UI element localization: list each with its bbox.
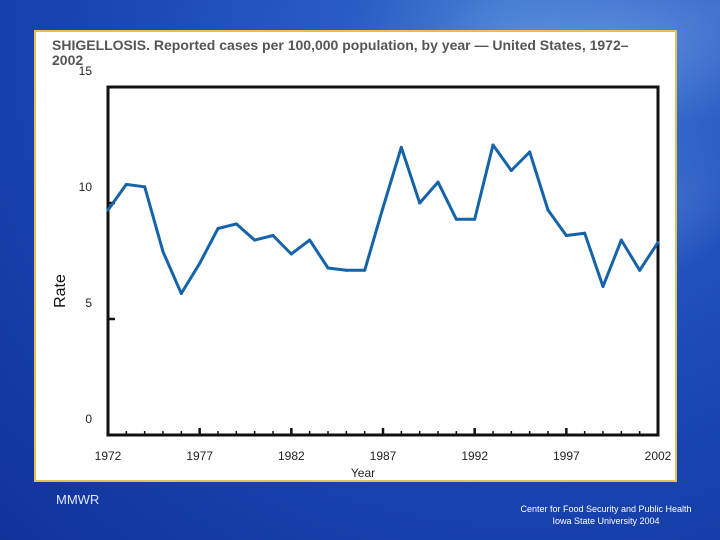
- x-tick-label-1987: 1987: [370, 449, 397, 463]
- y-tick-label-5: 5: [85, 296, 92, 310]
- data-point-1977: [198, 261, 202, 265]
- data-point-1984: [326, 266, 330, 270]
- data-point-1974: [143, 185, 147, 189]
- y-tick-label-0: 0: [85, 412, 92, 426]
- data-point-1990: [436, 180, 440, 184]
- credit-line-2: Iowa State University 2004: [552, 516, 660, 526]
- x-tick-label-1982: 1982: [278, 449, 305, 463]
- data-point-1992: [473, 217, 477, 221]
- chart-panel: SHIGELLOSIS. Reported cases per 100,000 …: [34, 30, 677, 482]
- source-label: MMWR: [56, 492, 100, 507]
- y-tick-label-10: 10: [79, 180, 93, 194]
- data-point-1980: [253, 238, 257, 242]
- data-point-1985: [344, 268, 348, 272]
- data-point-1973: [124, 182, 128, 186]
- credit-block: Center for Food Security and Public Heal…: [506, 503, 706, 527]
- line-chart: 0 5 10 15 1972 1977 1982 1987 1992 1997 2002 Year Ra…: [52, 64, 672, 480]
- data-point-2001: [638, 268, 642, 272]
- data-point-1979: [234, 222, 238, 226]
- data-point-1996: [546, 208, 550, 212]
- x-tick-label-1977: 1977: [186, 449, 213, 463]
- y-tick-label-15: 15: [79, 64, 93, 78]
- data-point-1975: [161, 250, 165, 254]
- credit-line-1: Center for Food Security and Public Heal…: [520, 504, 692, 514]
- data-point-1972: [106, 208, 110, 212]
- data-point-2002: [656, 240, 660, 244]
- data-point-1999: [601, 285, 605, 289]
- plot-frame: [106, 85, 660, 437]
- x-tick-label-1992: 1992: [461, 449, 488, 463]
- data-point-1976: [179, 291, 183, 295]
- data-point-1993: [491, 143, 495, 147]
- x-tick-label-2002: 2002: [645, 449, 672, 463]
- data-point-1983: [308, 238, 312, 242]
- data-point-1994: [509, 169, 513, 173]
- data-point-1989: [418, 201, 422, 205]
- data-point-1982: [289, 252, 293, 256]
- data-point-2000: [619, 238, 623, 242]
- data-point-1981: [271, 233, 275, 237]
- series-line-0: [106, 143, 660, 295]
- data-point-1986: [363, 268, 367, 272]
- data-point-1997: [564, 233, 568, 237]
- data-point-1995: [528, 150, 532, 154]
- data-point-1991: [454, 217, 458, 221]
- chart-title: SHIGELLOSIS. Reported cases per 100,000 …: [52, 37, 629, 68]
- y-axis-title: Rate: [52, 274, 69, 308]
- data-point-1988: [399, 145, 403, 149]
- data-point-1978: [216, 227, 220, 231]
- data-point-1998: [583, 231, 587, 235]
- x-tick-label-1997: 1997: [553, 449, 580, 463]
- x-axis-title: Year: [351, 466, 375, 480]
- data-point-1987: [381, 206, 385, 210]
- x-tick-label-1972: 1972: [95, 449, 122, 463]
